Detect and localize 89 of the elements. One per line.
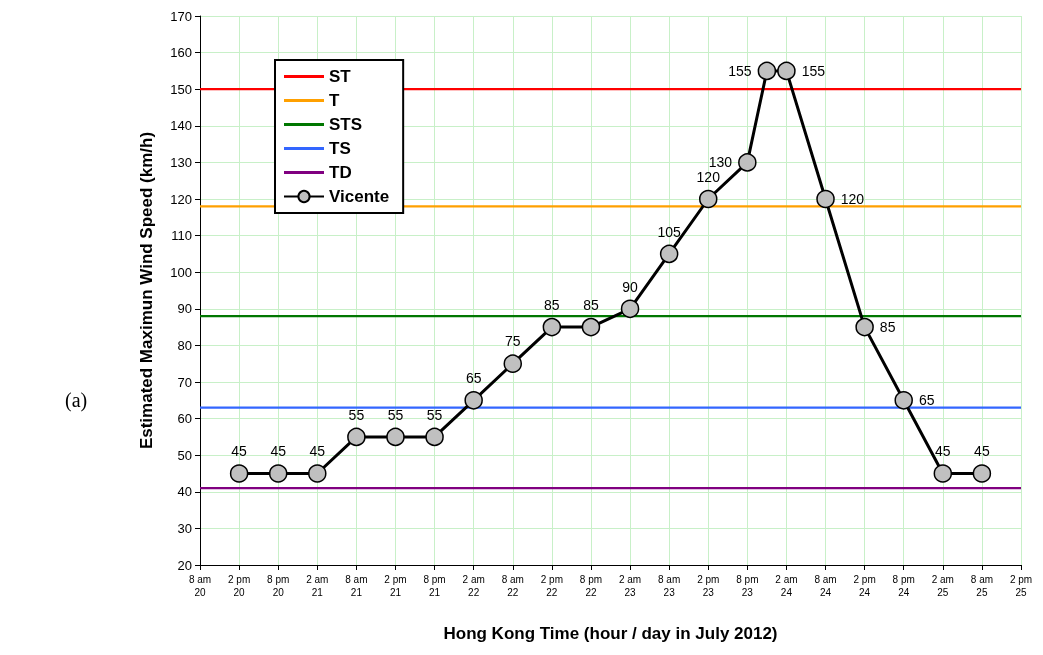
point xyxy=(464,391,483,410)
x-tick-label: 2 pm 21 xyxy=(384,574,407,598)
point xyxy=(757,61,777,81)
data-label: 45 xyxy=(309,443,326,460)
point xyxy=(347,427,366,447)
y-tick-label: 170 xyxy=(170,8,192,24)
data-label: 105 xyxy=(657,223,682,240)
x-tick-label: 8 pm 24 xyxy=(892,574,915,598)
point xyxy=(308,464,327,483)
y-tick-label: 80 xyxy=(177,337,192,353)
point xyxy=(855,317,874,337)
text: (a) xyxy=(65,389,88,412)
point xyxy=(581,317,601,337)
y-axis-title: Estimated Maximun Wind Speed (km/h) xyxy=(137,131,156,450)
x-tick-label: 8 am 24 xyxy=(814,574,837,598)
data-label: 55 xyxy=(387,406,404,423)
y-tick-label: 30 xyxy=(177,520,192,536)
x-tick-label: 8 pm 20 xyxy=(267,574,290,598)
data-label: 155 xyxy=(801,62,826,79)
legend-label: STS xyxy=(329,115,363,134)
data-label: 45 xyxy=(231,443,248,460)
point xyxy=(894,391,913,410)
legend-label: TD xyxy=(329,163,352,182)
y-tick-label: 120 xyxy=(170,191,192,207)
x-tick-label: 2 am 22 xyxy=(462,574,485,598)
x-tick-label: 2 am 25 xyxy=(931,574,954,598)
legend-label: Vicente xyxy=(329,187,390,206)
x-tick-label: 8 am 20 xyxy=(188,574,212,598)
data-label: 55 xyxy=(348,406,365,423)
x-tick-label: 2 pm 23 xyxy=(697,574,720,598)
data-label: 120 xyxy=(696,168,721,185)
point xyxy=(268,464,288,483)
point xyxy=(816,189,835,209)
point xyxy=(699,189,718,209)
x-tick-label: 8 am 22 xyxy=(501,574,524,598)
data-label: 85 xyxy=(583,296,599,313)
data-label: 65 xyxy=(918,392,935,409)
point xyxy=(425,427,444,447)
point xyxy=(777,61,796,81)
point xyxy=(620,299,640,319)
y-tick-label: 50 xyxy=(177,447,192,463)
data-label: 155 xyxy=(728,62,752,79)
point xyxy=(738,153,757,172)
y-tick-label: 60 xyxy=(177,411,192,427)
data-label: 85 xyxy=(879,319,896,336)
y-tick-label: 150 xyxy=(170,81,192,97)
data-label: 65 xyxy=(465,370,482,387)
y-tick-label: 130 xyxy=(170,154,192,170)
data-label: 45 xyxy=(974,443,990,460)
data-label: 45 xyxy=(270,443,287,460)
x-tick-label: 8 pm 23 xyxy=(736,574,759,598)
x-axis-title: Hong Kong Time (hour / day in July 2012) xyxy=(443,624,778,643)
y-tick-label: 90 xyxy=(177,301,192,317)
legend-label: T xyxy=(329,91,340,110)
point xyxy=(972,464,992,483)
point xyxy=(503,354,523,373)
point xyxy=(386,427,405,447)
data-label: 45 xyxy=(935,443,951,460)
x-tick-label: 2 pm 22 xyxy=(540,574,563,598)
x-tick-label: 8 am 23 xyxy=(658,574,681,598)
data-label: 75 xyxy=(504,333,521,350)
legend-label: ST xyxy=(329,67,352,86)
y-tick-label: 20 xyxy=(177,557,192,573)
y-tick-label: 140 xyxy=(170,118,192,134)
x-tick-label: 2 am 24 xyxy=(775,574,798,598)
data-label: 55 xyxy=(426,406,443,423)
y-tick-label: 110 xyxy=(171,228,192,244)
point xyxy=(229,464,249,483)
y-tick-label: 100 xyxy=(170,264,192,280)
y-tick-label: 40 xyxy=(177,484,192,500)
data-label: 130 xyxy=(708,154,733,171)
y-tick-label: 70 xyxy=(177,374,192,390)
legend-label: TS xyxy=(329,139,351,158)
y-tick-label: 160 xyxy=(170,45,192,61)
data-label: 90 xyxy=(622,278,639,295)
x-tick-label: 2 pm 20 xyxy=(227,574,251,598)
point xyxy=(659,244,679,264)
x-tick-label: 8 pm 22 xyxy=(579,574,603,598)
point xyxy=(542,317,562,337)
x-tick-label: 8 pm 21 xyxy=(423,574,446,598)
data-label: 120 xyxy=(840,191,865,207)
x-tick-label: 8 am 21 xyxy=(345,574,368,598)
x-tick-label: 8 am 25 xyxy=(970,574,994,598)
x-tick-label: 2 am 23 xyxy=(618,574,642,598)
x-tick-label: 2 pm 24 xyxy=(853,574,876,598)
data-label: 85 xyxy=(544,296,560,313)
point xyxy=(933,464,953,483)
x-tick-label: 2 am 21 xyxy=(306,574,329,598)
x-tick-label: 2 pm 25 xyxy=(1009,574,1033,598)
